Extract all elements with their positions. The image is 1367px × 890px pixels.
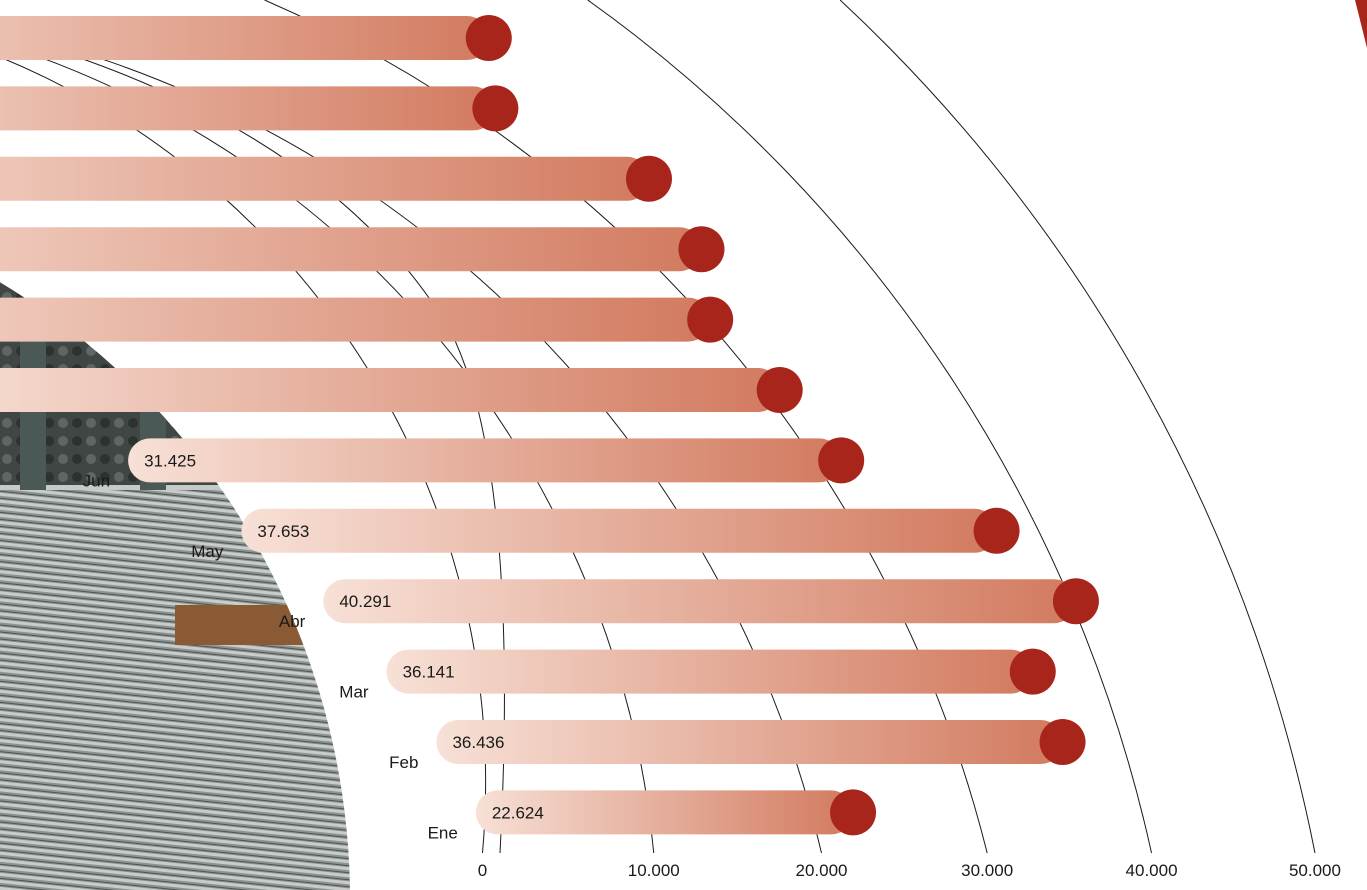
bar-end-marker	[1052, 578, 1099, 625]
grid-arc	[587, 0, 1153, 854]
bar-row: 31.138Nov	[0, 85, 519, 132]
bar-end-marker	[756, 367, 803, 413]
bar-row: 22.624 Ene	[428, 789, 877, 842]
bar-row: 36.141 Mar	[339, 648, 1056, 702]
category-label: Mar	[339, 683, 369, 702]
value-label: 37.653	[257, 522, 309, 541]
bar-row: 40.291 Abr	[279, 578, 1099, 631]
x-tick-label: 30.000	[961, 861, 1013, 880]
bar-row: 31.425 Jun	[83, 437, 865, 490]
bar	[386, 649, 1033, 694]
bar	[241, 508, 997, 553]
bar-end-marker	[1039, 719, 1086, 765]
bar-row: 32.809Sep	[0, 226, 725, 273]
bar	[0, 16, 489, 60]
bar	[0, 156, 649, 201]
bar	[128, 438, 842, 483]
bar-end-marker	[830, 789, 877, 836]
bar-row: 30.219Ago	[0, 296, 734, 343]
category-label: Feb	[389, 753, 418, 772]
x-tick-label: 20.000	[795, 861, 847, 880]
category-label: Jun	[83, 471, 110, 490]
value-label: 31.425	[144, 451, 196, 470]
red-corner-shape	[1355, 0, 1367, 48]
x-tick-label: 40.000	[1126, 861, 1178, 880]
bar	[475, 790, 854, 835]
value-label: 40.291	[339, 592, 391, 611]
bar-row: 36.436 Feb	[389, 719, 1086, 772]
bar	[323, 579, 1076, 624]
x-tick-label: 0	[478, 861, 487, 880]
bar-row: 33.689Oct	[0, 155, 672, 202]
grid-arc	[839, 0, 1316, 854]
category-label: May	[191, 542, 224, 561]
bar	[0, 227, 702, 272]
x-tick-label: 50.000	[1289, 861, 1341, 880]
bar-row: 37.653 May	[191, 507, 1020, 561]
category-label: Ene	[428, 823, 458, 842]
bar-end-marker	[1009, 648, 1056, 695]
bar-end-marker	[625, 155, 672, 202]
bar	[436, 720, 1063, 764]
bar-end-marker	[465, 15, 512, 61]
bar-end-marker	[973, 507, 1020, 554]
bar	[0, 297, 711, 342]
bar-row: 30.798Jul	[0, 367, 803, 413]
bar-series: 34.557Dic 31.138Nov 33.689Oct 32.809Sep 30.2…	[0, 15, 1099, 842]
value-label: 22.624	[492, 803, 544, 822]
x-tick-label: 10.000	[628, 861, 680, 880]
value-label: 36.141	[403, 663, 455, 682]
bar-end-marker	[818, 437, 865, 484]
value-label: 36.436	[452, 733, 504, 752]
bar	[0, 368, 780, 412]
x-axis-ticks: 0 10.000 20.000 30.000 40.000 50.000	[478, 861, 1341, 880]
bar	[0, 86, 496, 131]
bar-end-marker	[472, 85, 519, 132]
bar-end-marker	[687, 296, 734, 343]
category-label: Abr	[279, 612, 306, 631]
bar-end-marker	[678, 226, 725, 273]
bar-row: 34.557Dic	[0, 15, 512, 61]
